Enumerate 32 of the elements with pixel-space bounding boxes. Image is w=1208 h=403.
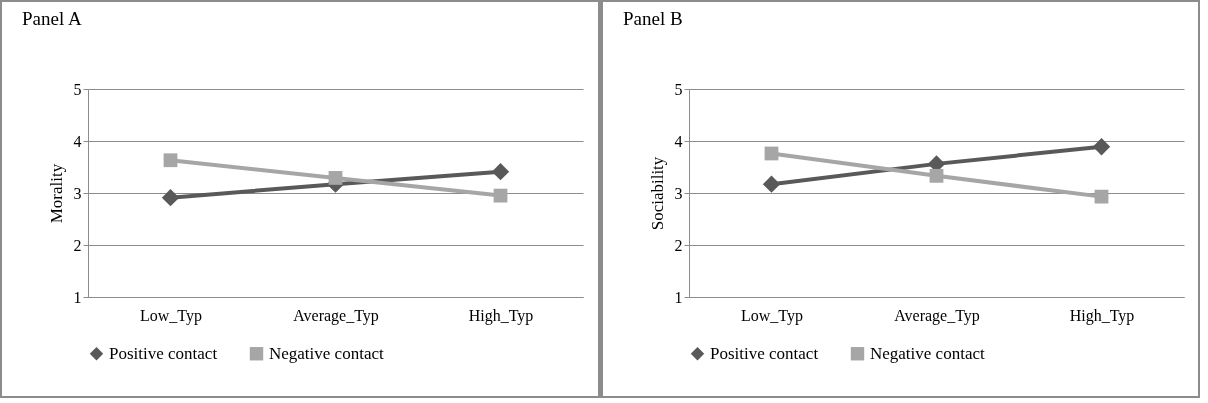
chart-title: Panel A [22, 8, 82, 29]
x-tick-label: High_Typ [468, 306, 534, 325]
legend-label: Negative contact [269, 343, 384, 363]
y-tick-label: 4 [73, 132, 82, 150]
y-tick-label: 5 [674, 80, 683, 98]
legend-label: Positive contact [109, 343, 218, 363]
point [929, 168, 944, 183]
y-tick-label: 3 [674, 184, 683, 202]
point [762, 175, 781, 193]
chart-title: Panel B [623, 8, 683, 29]
y-tick-label: 5 [73, 80, 82, 98]
y-tick-label: 2 [674, 236, 683, 254]
x-tick-label: Low_Typ [140, 306, 202, 325]
point [1092, 138, 1111, 156]
point [491, 163, 510, 181]
x-tick-label: Average_Typ [293, 306, 379, 325]
y-tick-label: 1 [674, 288, 683, 306]
legend-label: Positive contact [710, 343, 819, 363]
y-axis-title: Sociability [647, 156, 667, 231]
point [1094, 189, 1109, 204]
y-tick-label: 4 [674, 132, 683, 150]
point [163, 153, 178, 168]
y-tick-label: 1 [73, 288, 82, 306]
legend-label: Negative contact [870, 343, 985, 363]
x-tick-label: Low_Typ [741, 306, 803, 325]
y-tick-label: 2 [73, 236, 82, 254]
y-tick-label: 3 [73, 184, 82, 202]
y-axis-title: Morality [46, 163, 66, 224]
point [161, 189, 180, 207]
point [328, 171, 343, 185]
x-tick-label: High_Typ [1069, 306, 1135, 325]
x-tick-label: Average_Typ [894, 306, 980, 325]
